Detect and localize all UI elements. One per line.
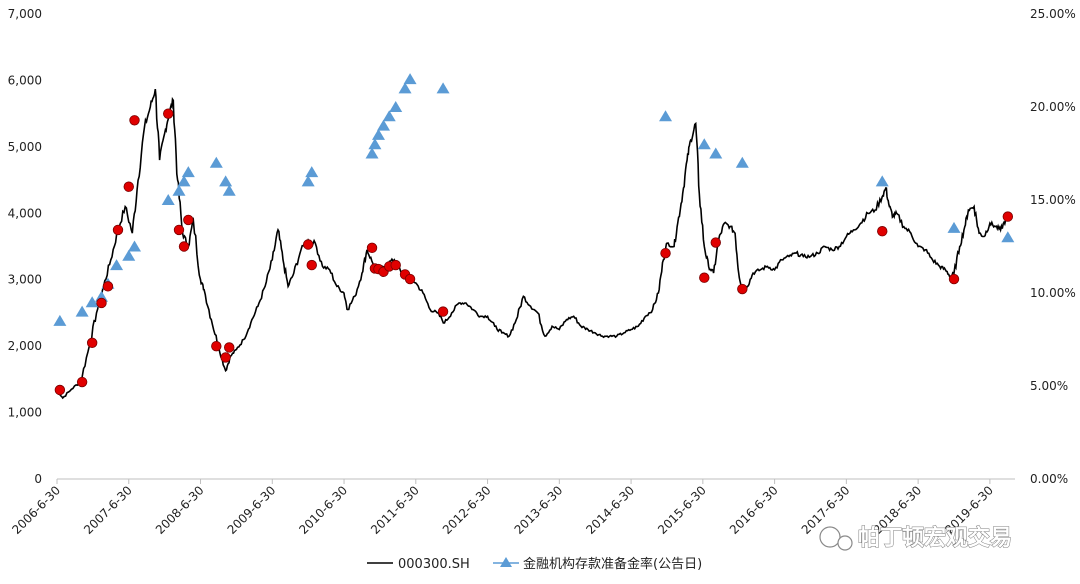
legend-label-index: 000300.SH (398, 557, 470, 572)
announcement-point-marker (102, 281, 114, 292)
rrr-triangle-marker (1001, 231, 1015, 243)
announcement-point-marker (710, 237, 721, 248)
rrr-triangle-marker (875, 175, 889, 187)
rrr-triangle-marker (398, 82, 412, 94)
legend-triangle-icon (500, 557, 512, 567)
right-axis-tick-label: 5.00% (1030, 379, 1068, 393)
announcement-point-marker (86, 337, 98, 349)
announcement-point-marker (220, 352, 231, 363)
announcement-point-marker (129, 115, 140, 126)
announcement-point-marker (390, 259, 401, 271)
rrr-triangle-marker (709, 147, 723, 159)
rrr-triangle-marker (382, 110, 396, 122)
announcement-point-marker (302, 239, 314, 250)
announcement-point-marker (948, 273, 960, 285)
announcement-point-marker (699, 272, 710, 283)
wechat-icon-bubble-large (819, 526, 841, 548)
right-axis-tick-label: 10.00% (1030, 286, 1076, 300)
rrr-triangle-marker (110, 259, 124, 271)
red-point-markers-layer (54, 108, 1014, 396)
rrr-triangle-marker (659, 110, 673, 122)
rrr-triangle-marker (377, 119, 391, 131)
left-axis-tick-label: 4,000 (8, 206, 42, 220)
rrr-triangle-marker (172, 184, 186, 196)
announcement-point-marker (96, 297, 107, 309)
rrr-triangle-marker (122, 249, 136, 261)
announcement-point-marker (404, 273, 416, 285)
watermark: 帕丁顿宏观交易 (819, 525, 1013, 552)
rrr-triangle-marker (219, 175, 233, 187)
rrr-triangle-marker (371, 128, 385, 140)
legend-label-rrr: 金融机构存款准备金率(公告日) (523, 556, 702, 572)
rrr-triangle-marker (436, 82, 450, 94)
rrr-triangle-marker (222, 184, 236, 196)
rrr-triangle-marker (305, 166, 319, 178)
rrr-triangle-marker (128, 240, 142, 252)
rrr-triangle-marker (697, 138, 711, 150)
rrr-triangle-marker (177, 175, 191, 187)
announcement-point-marker (306, 259, 317, 271)
right-axis-tick-label: 15.00% (1030, 193, 1076, 207)
right-axis-tick-label: 0.00% (1030, 472, 1068, 486)
wechat-icon-bubble-small (837, 535, 853, 551)
announcement-point-marker (211, 340, 222, 352)
announcement-point-marker (1002, 211, 1014, 222)
right-axis-tick-label: 25.00% (1030, 7, 1076, 21)
announcement-point-marker (173, 224, 185, 236)
left-axis-tick-label: 6,000 (8, 73, 42, 87)
right-axis-tick-label: 20.00% (1030, 100, 1076, 114)
announcement-point-marker (123, 181, 134, 192)
announcement-point-marker (54, 384, 66, 396)
rrr-triangle-marker (181, 166, 195, 178)
rrr-triangle-marker (735, 156, 749, 168)
announcement-point-marker (660, 247, 671, 259)
announcement-point-marker (366, 242, 378, 254)
left-axis-tick-label: 3,000 (8, 273, 42, 287)
watermark-text: 帕丁顿宏观交易 (858, 525, 1012, 551)
announcement-point-marker (112, 224, 124, 236)
rrr-triangle-marker (389, 101, 403, 112)
rrr-triangle-marker (947, 221, 961, 233)
left-axis-tick-label: 2,000 (8, 339, 42, 353)
left-axis-tick-label: 0 (34, 472, 42, 486)
rrr-triangle-marker (209, 156, 223, 168)
series-line-000300 (56, 88, 1011, 400)
announcement-point-marker (437, 306, 449, 317)
rrr-triangle-marker (161, 194, 175, 205)
left-axis-tick-labels: 0 1,000 2,000 3,000 4,000 5,000 6,000 7,000 (8, 7, 42, 486)
rrr-triangle-marker (53, 314, 67, 326)
announcement-point-marker (737, 283, 748, 295)
left-axis-tick-label: 5,000 (8, 140, 42, 154)
announcement-point-marker (224, 342, 235, 353)
rrr-triangle-marker (365, 147, 379, 159)
announcement-point-marker (163, 108, 174, 119)
rrr-triangle-marker (75, 305, 89, 317)
rrr-triangle-marker (403, 73, 417, 85)
rrr-triangle-marker (368, 138, 382, 150)
announcement-point-marker (183, 214, 194, 226)
announcement-point-marker (76, 376, 88, 388)
right-axis-tick-labels: 0.00% 5.00% 10.00% 15.00% 20.00% 25.00% (1030, 7, 1076, 486)
announcement-point-marker (178, 241, 190, 252)
announcement-point-marker (877, 226, 888, 237)
legend: 000300.SH 金融机构存款准备金率(公告日) (367, 556, 702, 572)
left-axis-tick-label: 7,000 (8, 7, 42, 21)
left-axis-tick-label: 1,000 (8, 406, 42, 420)
rrr-triangle-marker (301, 175, 315, 187)
rrr-triangle-marker (85, 296, 99, 308)
